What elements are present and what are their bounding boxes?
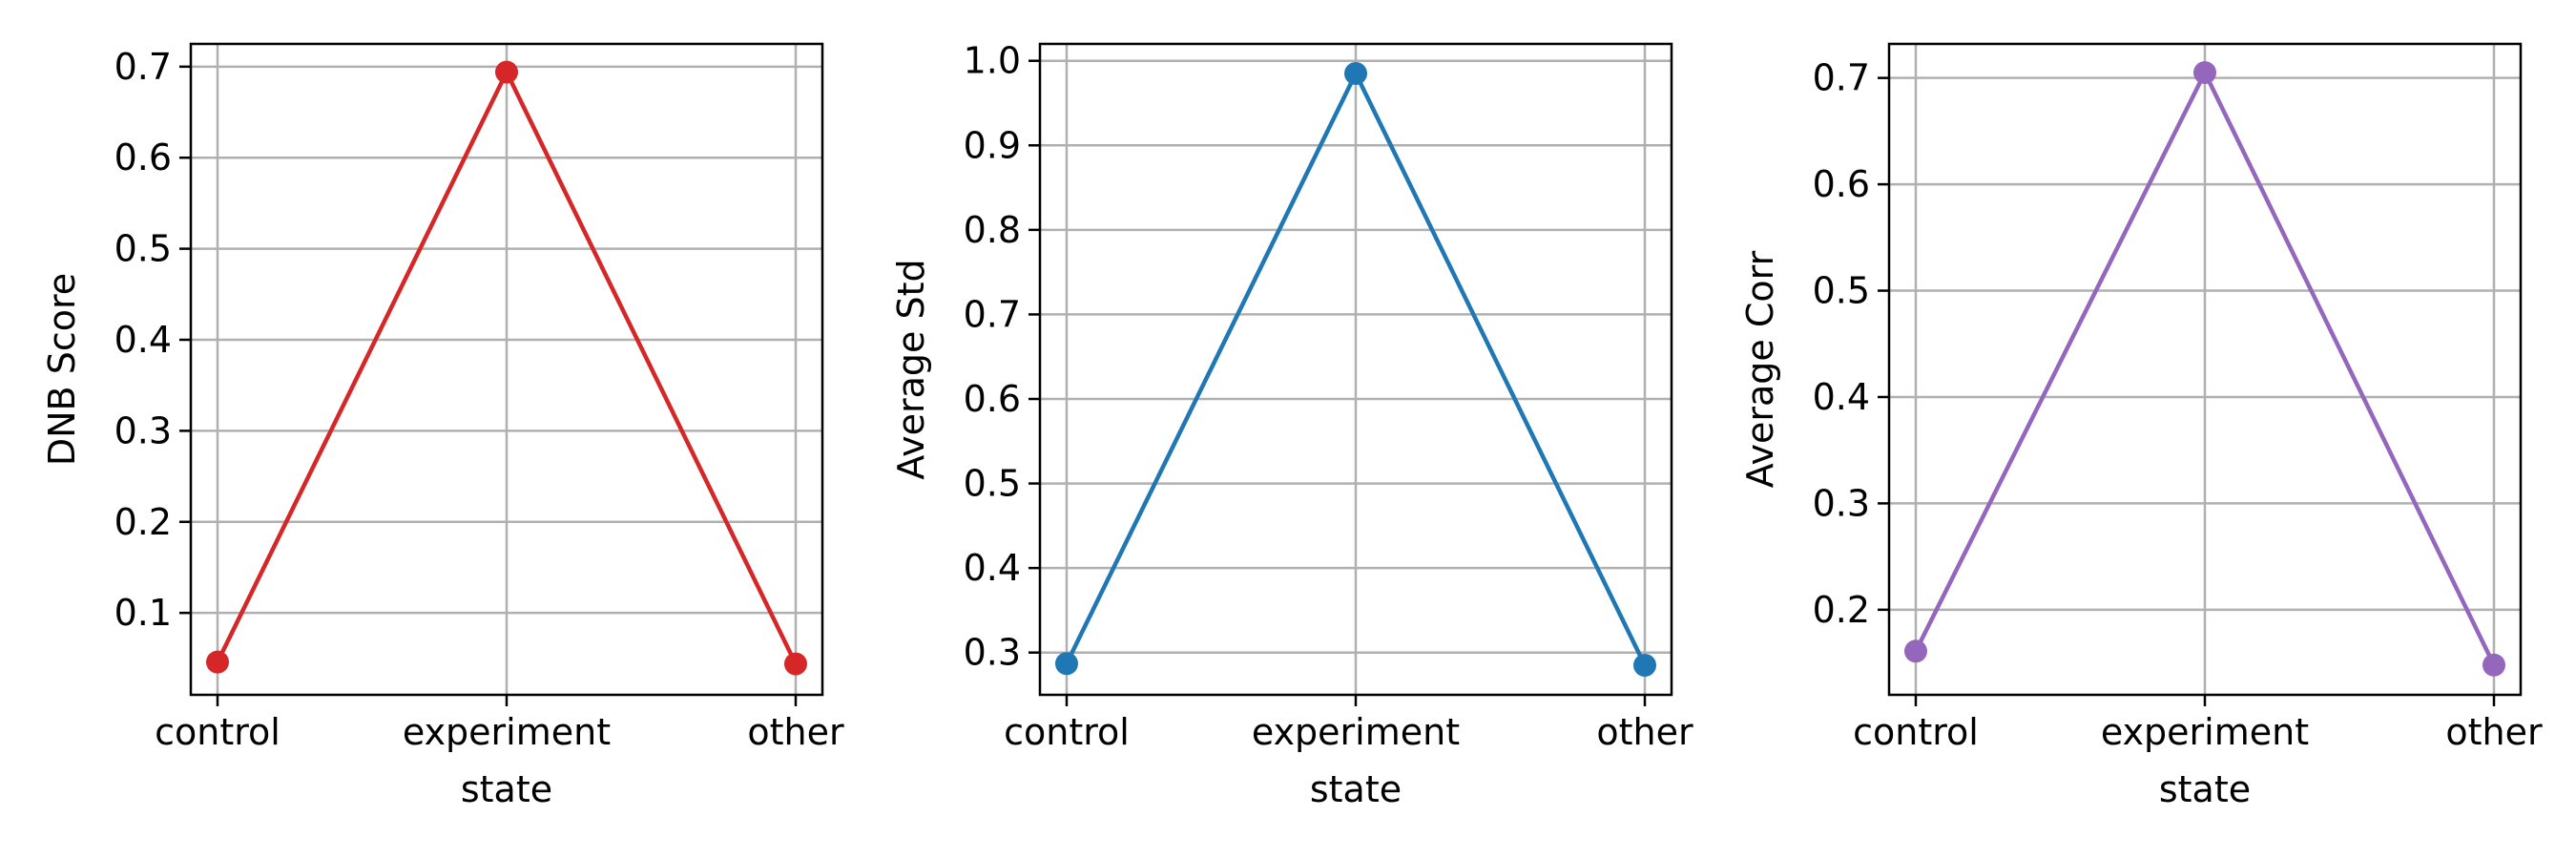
x-tick-label: experiment (2101, 711, 2309, 753)
data-point (2483, 653, 2505, 677)
y-tick-label: 0.9 (964, 124, 1021, 166)
y-tick-label: 0.8 (964, 209, 1021, 251)
average-corr-chart: 0.2 0.3 0.4 0.5 0.6 0.7 control experiment other… (1739, 42, 2543, 810)
y-tick-label: 0.3 (964, 632, 1021, 674)
y-tick-label: 0.4 (964, 547, 1021, 589)
y-tick-label: 0.5 (964, 463, 1021, 505)
y-tick-label: 0.6 (1813, 163, 1870, 205)
y-axis-label: Average Std (890, 259, 932, 479)
y-tick-label: 1.0 (964, 40, 1021, 82)
y-tick-label: 0.7 (964, 293, 1021, 335)
y-tick-label: 0.4 (114, 319, 172, 361)
data-point (1055, 652, 1078, 676)
x-tick-label: experiment (403, 711, 611, 753)
x-tick-label: other (747, 711, 844, 753)
data-point (206, 650, 229, 674)
y-tick-label: 0.5 (1813, 270, 1870, 312)
x-tick-label: other (2445, 711, 2543, 753)
y-tick-label: 0.6 (114, 136, 172, 178)
data-point (1344, 62, 1367, 85)
y-tick-label: 0.4 (1813, 376, 1870, 418)
y-tick-label: 0.3 (114, 409, 172, 451)
y-tick-label: 0.7 (1813, 57, 1870, 99)
y-tick-label: 0.7 (114, 46, 172, 88)
data-point (2193, 61, 2216, 85)
y-tick-label: 0.1 (114, 592, 172, 634)
x-tick-label: control (155, 711, 280, 753)
y-tick-label: 0.2 (114, 501, 172, 543)
x-tick-label: experiment (1252, 711, 1460, 753)
x-axis-label: state (2159, 768, 2251, 810)
plot-frame (1038, 42, 1673, 697)
y-tick-label: 0.6 (964, 378, 1021, 420)
dnb-score-chart: 0.1 0.2 0.3 0.4 0.5 0.6 0.7 control experiment ot… (41, 42, 844, 810)
x-tick-label: other (1596, 711, 1693, 753)
y-axis-label: Average Corr (1739, 250, 1781, 488)
data-point (495, 60, 518, 84)
x-tick-label: control (1004, 711, 1130, 753)
data-point (784, 652, 807, 676)
x-axis-label: state (461, 768, 552, 810)
data-point (1904, 639, 1927, 663)
y-tick-label: 0.3 (1813, 482, 1870, 524)
plot-frame (1887, 42, 2523, 697)
y-tick-label: 0.2 (1813, 589, 1870, 631)
x-axis-label: state (1310, 768, 1402, 810)
x-tick-label: control (1853, 711, 1979, 753)
plot-frame (189, 42, 824, 697)
y-axis-label: DNB Score (41, 273, 83, 466)
average-std-chart: 0.3 0.4 0.5 0.6 0.7 0.8 0.9 1.0 control experimen… (890, 40, 1693, 810)
data-point (1633, 654, 1656, 677)
y-tick-label: 0.5 (114, 228, 172, 270)
